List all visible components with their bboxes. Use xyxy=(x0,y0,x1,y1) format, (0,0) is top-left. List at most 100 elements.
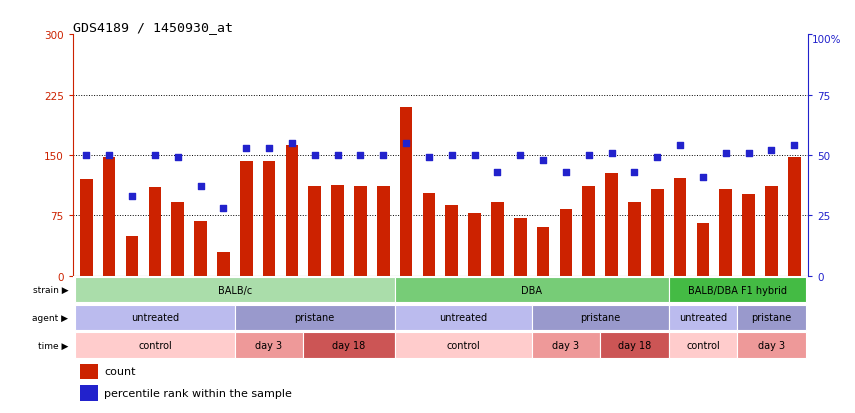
Bar xyxy=(669,333,737,358)
Bar xyxy=(80,180,92,276)
Text: day 3: day 3 xyxy=(256,340,283,350)
Text: untreated: untreated xyxy=(439,313,487,323)
Text: DBA: DBA xyxy=(522,285,542,295)
Point xyxy=(445,152,458,159)
Bar xyxy=(80,363,98,379)
Bar xyxy=(788,157,800,276)
Text: control: control xyxy=(686,340,720,350)
Point xyxy=(559,169,573,176)
Bar xyxy=(80,385,98,401)
Bar xyxy=(395,277,669,303)
Bar xyxy=(669,277,805,303)
Point xyxy=(651,155,664,161)
Text: time ▶: time ▶ xyxy=(38,341,68,350)
Point xyxy=(194,184,208,190)
Bar xyxy=(309,186,321,276)
Text: pristane: pristane xyxy=(295,313,335,323)
Point xyxy=(536,157,550,164)
Bar xyxy=(737,305,805,330)
Bar xyxy=(75,333,235,358)
Bar xyxy=(217,252,230,276)
Point xyxy=(239,145,253,152)
Point xyxy=(354,152,368,159)
Text: agent ▶: agent ▶ xyxy=(32,313,68,322)
Point xyxy=(422,155,436,161)
Bar xyxy=(422,193,435,276)
Bar xyxy=(395,333,532,358)
Point xyxy=(399,140,413,147)
Bar xyxy=(605,173,618,276)
Text: day 18: day 18 xyxy=(333,340,366,350)
Point xyxy=(491,169,504,176)
Bar xyxy=(445,205,458,276)
Text: pristane: pristane xyxy=(580,313,620,323)
Text: day 18: day 18 xyxy=(618,340,651,350)
Point xyxy=(673,142,687,149)
Text: day 3: day 3 xyxy=(552,340,580,350)
Bar xyxy=(75,277,395,303)
Text: GDS4189 / 1450930_at: GDS4189 / 1450930_at xyxy=(73,21,233,34)
Bar xyxy=(235,305,395,330)
Bar xyxy=(765,186,778,276)
Bar xyxy=(262,161,275,276)
Text: 100%: 100% xyxy=(811,35,841,45)
Bar xyxy=(720,190,732,276)
Bar xyxy=(560,209,572,276)
Text: untreated: untreated xyxy=(679,313,727,323)
Text: BALB/c: BALB/c xyxy=(218,285,252,295)
Point xyxy=(468,152,481,159)
Bar xyxy=(469,214,481,276)
Point xyxy=(262,145,276,152)
Bar xyxy=(304,333,395,358)
Point xyxy=(719,150,733,157)
Bar xyxy=(600,333,669,358)
Bar xyxy=(149,188,161,276)
Text: count: count xyxy=(104,366,136,376)
Bar xyxy=(286,145,298,276)
Bar xyxy=(194,221,207,276)
Bar xyxy=(172,202,184,276)
Point xyxy=(376,152,390,159)
Bar xyxy=(103,157,115,276)
Bar xyxy=(235,333,304,358)
Bar xyxy=(331,185,344,276)
Bar xyxy=(628,202,640,276)
Point xyxy=(216,205,230,212)
Point xyxy=(628,169,641,176)
Bar xyxy=(514,218,527,276)
Bar xyxy=(674,178,687,276)
Bar xyxy=(377,186,390,276)
Bar xyxy=(491,202,504,276)
Point xyxy=(331,152,345,159)
Bar xyxy=(537,228,550,276)
Point xyxy=(148,152,162,159)
Bar xyxy=(582,186,595,276)
Bar xyxy=(651,190,663,276)
Point xyxy=(308,152,321,159)
Bar xyxy=(354,186,367,276)
Point xyxy=(285,140,298,147)
Point xyxy=(582,152,596,159)
Bar xyxy=(400,107,412,276)
Text: strain ▶: strain ▶ xyxy=(32,285,68,294)
Bar xyxy=(697,223,709,276)
Text: control: control xyxy=(446,340,480,350)
Bar xyxy=(126,236,139,276)
Point xyxy=(742,150,756,157)
Text: pristane: pristane xyxy=(752,313,792,323)
Point xyxy=(171,155,185,161)
Bar xyxy=(532,333,600,358)
Point xyxy=(696,174,710,180)
Text: untreated: untreated xyxy=(131,313,179,323)
Bar xyxy=(742,194,755,276)
Point xyxy=(604,150,618,157)
Text: BALB/DBA F1 hybrid: BALB/DBA F1 hybrid xyxy=(687,285,787,295)
Bar xyxy=(75,305,235,330)
Point xyxy=(513,152,527,159)
Bar xyxy=(240,162,252,276)
Text: percentile rank within the sample: percentile rank within the sample xyxy=(104,388,292,398)
Bar xyxy=(737,333,805,358)
Point xyxy=(103,152,116,159)
Point xyxy=(125,193,139,200)
Bar xyxy=(669,305,737,330)
